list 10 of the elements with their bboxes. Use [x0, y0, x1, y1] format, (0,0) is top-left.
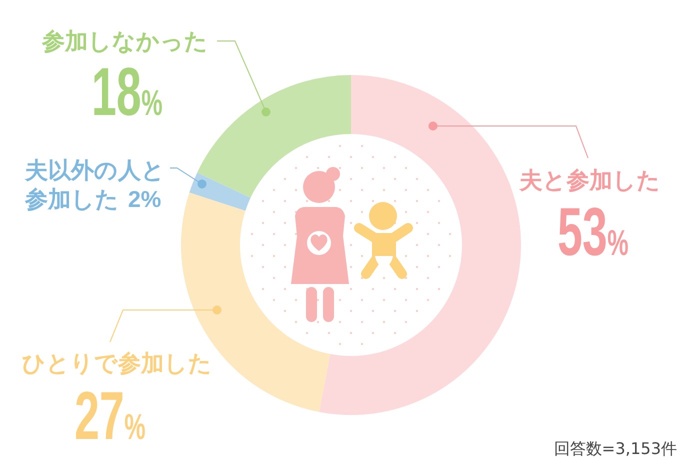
- slice-label: 参加しなかった: [41, 29, 208, 55]
- donut-slice: [197, 75, 351, 198]
- data-label: 18%: [91, 54, 163, 130]
- slice-label: 夫と参加した: [518, 168, 660, 194]
- text: 回答数=3,153件: [554, 439, 677, 458]
- donut-slice: [189, 172, 251, 211]
- data-label: 27%: [74, 378, 146, 454]
- data-label: 53%: [557, 194, 629, 270]
- donut-slice: [319, 75, 521, 415]
- slice-label: ひとりで参加した: [22, 351, 212, 377]
